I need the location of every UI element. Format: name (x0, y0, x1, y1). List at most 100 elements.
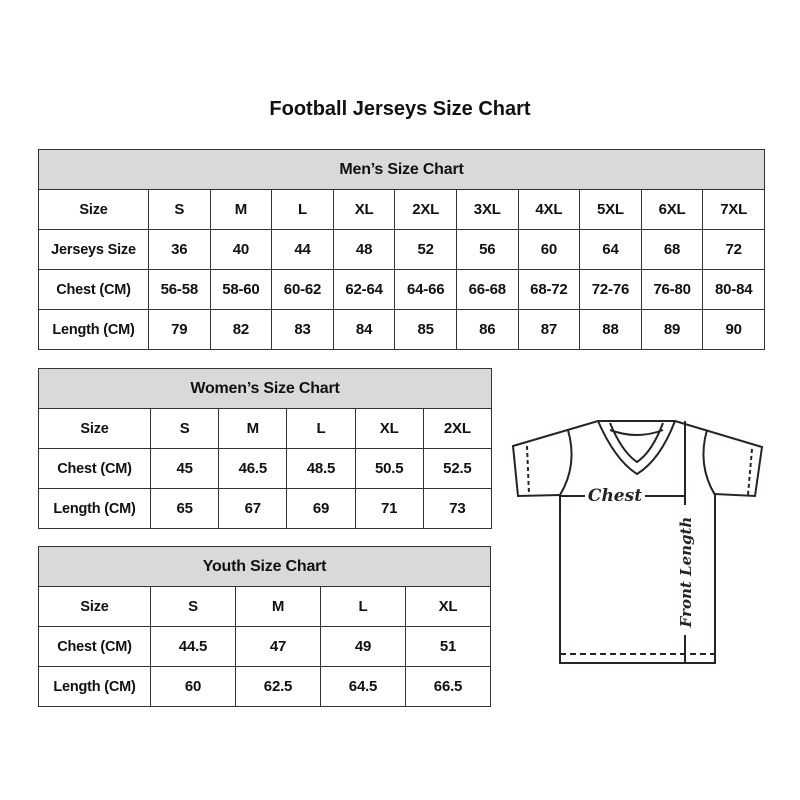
table-cell: 44 (271, 229, 334, 270)
table-cell: M (209, 189, 273, 230)
row-label: Chest (CM) (38, 626, 151, 667)
table-cell: M (235, 586, 321, 627)
men-size-table: Men’s Size Chart Size S M L XL 2XL 3XL 4XL 5XL 6XL… (38, 149, 765, 350)
table-cell: 64 (579, 229, 642, 270)
table-cell: 88 (579, 309, 642, 350)
row-label: Chest (CM) (38, 448, 151, 489)
jersey-collar (597, 420, 676, 476)
table-cell: 83 (271, 309, 334, 350)
table-cell: L (271, 189, 334, 230)
table-row: Length (CM) 60 62.5 64.5 66.5 (38, 666, 491, 707)
table-cell: 64-66 (394, 269, 457, 310)
row-label: Size (38, 586, 151, 627)
row-label: Size (38, 408, 151, 449)
table-cell: 68-72 (517, 269, 581, 310)
table-cell: 85 (394, 309, 457, 350)
front-length-label: Front Length (677, 517, 695, 629)
table-cell: S (148, 189, 211, 230)
table-cell: 62-64 (332, 269, 396, 310)
table-cell: 72-76 (579, 269, 642, 310)
table-cell: 36 (148, 229, 211, 270)
youth-size-table: Youth Size Chart Size S M L XL Chest (CM) 44.5 4… (38, 546, 491, 707)
women-table-header: Women’s Size Chart (38, 368, 492, 409)
table-cell: 67 (218, 488, 288, 529)
table-cell: 65 (149, 488, 220, 529)
women-size-table: Women’s Size Chart Size S M L XL 2XL Chest (CM)… (38, 368, 493, 529)
row-label: Chest (CM) (38, 269, 149, 310)
men-table-header: Men’s Size Chart (38, 149, 765, 190)
jersey-outline (511, 420, 764, 664)
row-label: Length (CM) (38, 666, 151, 707)
table-row: Size S M L XL 2XL (38, 408, 493, 449)
jersey-diagram: Chest Front Length (511, 420, 764, 664)
table-cell: 68 (640, 229, 704, 270)
table-cell: 79 (148, 309, 211, 350)
table-cell: 50.5 (354, 448, 424, 489)
row-label: Size (38, 189, 149, 230)
table-row: Chest (CM) 45 46.5 48.5 50.5 52.5 (38, 448, 493, 489)
table-cell: 73 (422, 488, 493, 529)
table-row: Chest (CM) 44.5 47 49 51 (38, 626, 491, 667)
table-cell: S (150, 586, 236, 627)
table-cell: 3XL (455, 189, 519, 230)
table-cell: 60 (150, 666, 236, 707)
table-cell: 48.5 (286, 448, 356, 489)
table-row: Size S M L XL (38, 586, 491, 627)
table-cell: L (286, 408, 356, 449)
table-cell: XL (405, 586, 491, 627)
table-cell: 52.5 (422, 448, 493, 489)
table-cell: 51 (405, 626, 491, 667)
table-cell: 46.5 (218, 448, 288, 489)
table-cell: 60 (517, 229, 581, 270)
table-cell: L (320, 586, 406, 627)
table-cell: 60-62 (271, 269, 334, 310)
table-row: Jerseys Size 36 40 44 48 52 56 60 64 68 72 (38, 229, 765, 270)
table-cell: M (218, 408, 288, 449)
row-label: Length (CM) (38, 488, 151, 529)
table-cell: 90 (702, 309, 765, 350)
table-cell: 52 (394, 229, 457, 270)
table-cell: 86 (455, 309, 519, 350)
table-row: Length (CM) 65 67 69 71 73 (38, 488, 493, 529)
table-row: Size S M L XL 2XL 3XL 4XL 5XL 6XL 7XL (38, 189, 765, 230)
table-cell: 64.5 (320, 666, 406, 707)
table-cell: 4XL (517, 189, 581, 230)
table-cell: 44.5 (150, 626, 236, 667)
table-cell: 66.5 (405, 666, 491, 707)
table-cell: 5XL (579, 189, 642, 230)
table-cell: 48 (332, 229, 396, 270)
table-cell: 7XL (702, 189, 765, 230)
table-cell: XL (332, 189, 396, 230)
table-row: Length (CM) 79 82 83 84 85 86 87 88 89 90 (38, 309, 765, 350)
table-cell: 49 (320, 626, 406, 667)
table-cell: 40 (209, 229, 273, 270)
table-cell: 56 (455, 229, 519, 270)
table-cell: S (149, 408, 220, 449)
table-row: Chest (CM) 56-58 58-60 60-62 62-64 64-66 66-68… (38, 269, 765, 310)
table-cell: 89 (640, 309, 704, 350)
table-cell: 69 (286, 488, 356, 529)
table-cell: 2XL (394, 189, 457, 230)
table-cell: 71 (354, 488, 424, 529)
table-cell: 47 (235, 626, 321, 667)
table-cell: 2XL (422, 408, 493, 449)
table-cell: 45 (149, 448, 220, 489)
table-cell: XL (354, 408, 424, 449)
row-label: Jerseys Size (38, 229, 149, 270)
table-cell: 80-84 (702, 269, 765, 310)
table-cell: 84 (332, 309, 396, 350)
table-cell: 87 (517, 309, 581, 350)
chest-label: Chest (588, 486, 642, 506)
table-cell: 82 (209, 309, 273, 350)
page-title: Football Jerseys Size Chart (269, 98, 531, 120)
table-cell: 56-58 (148, 269, 211, 310)
table-cell: 6XL (640, 189, 704, 230)
youth-table-header: Youth Size Chart (38, 546, 491, 587)
table-cell: 62.5 (235, 666, 321, 707)
row-label: Length (CM) (38, 309, 149, 350)
table-cell: 72 (702, 229, 765, 270)
table-cell: 58-60 (209, 269, 273, 310)
table-cell: 76-80 (640, 269, 704, 310)
table-cell: 66-68 (455, 269, 519, 310)
